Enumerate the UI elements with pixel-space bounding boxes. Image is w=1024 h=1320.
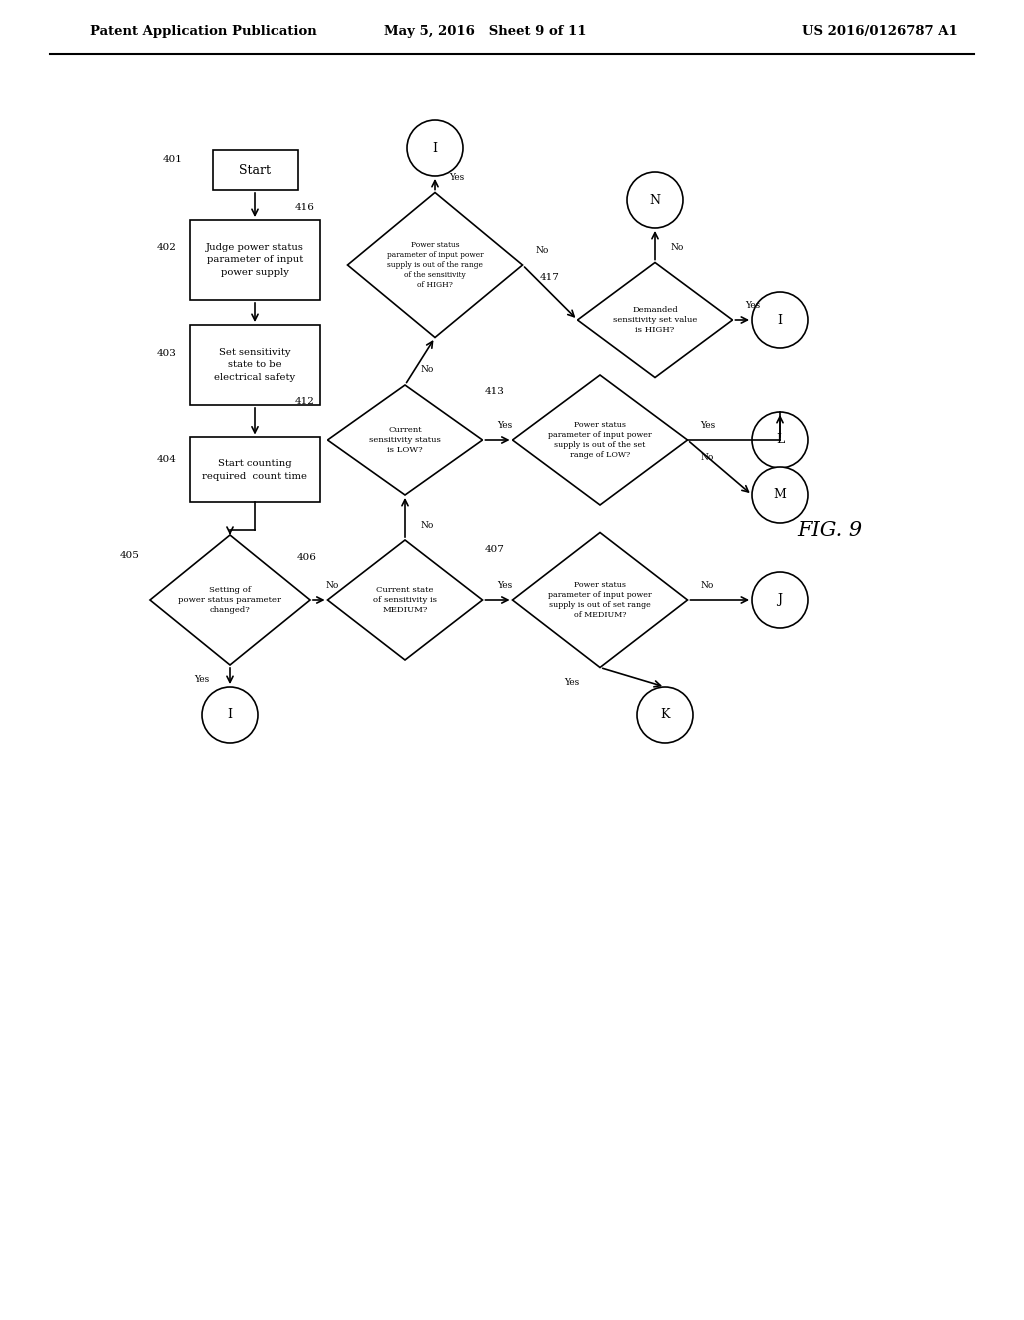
Text: Yes: Yes	[744, 301, 760, 310]
Text: Start counting
required  count time: Start counting required count time	[203, 459, 307, 480]
Text: Power status
parameter of input power
supply is out of set range
of MEDIUM?: Power status parameter of input power su…	[548, 581, 652, 619]
Text: Current state
of sensitivity is
MEDIUM?: Current state of sensitivity is MEDIUM?	[373, 586, 437, 614]
Text: 406: 406	[297, 553, 317, 562]
Polygon shape	[347, 193, 522, 338]
Polygon shape	[512, 375, 687, 506]
Text: No: No	[326, 582, 339, 590]
Text: Set sensitivity
state to be
electrical safety: Set sensitivity state to be electrical s…	[214, 348, 296, 381]
Text: No: No	[536, 247, 549, 256]
Text: I: I	[777, 314, 782, 326]
Polygon shape	[328, 385, 482, 495]
Text: Setting of
power status parameter
changed?: Setting of power status parameter change…	[178, 586, 282, 614]
Text: Start: Start	[239, 164, 271, 177]
Text: 402: 402	[157, 243, 177, 252]
Text: Yes: Yes	[195, 676, 210, 685]
Circle shape	[407, 120, 463, 176]
Text: I: I	[227, 709, 232, 722]
Text: No: No	[700, 582, 714, 590]
Circle shape	[752, 292, 808, 348]
Circle shape	[752, 572, 808, 628]
Text: 416: 416	[295, 202, 315, 211]
Text: Yes: Yes	[497, 421, 512, 430]
Bar	[190, 437, 319, 503]
Circle shape	[637, 686, 693, 743]
Text: No: No	[700, 454, 714, 462]
Text: Power status
parameter of input power
supply is out of the set
range of LOW?: Power status parameter of input power su…	[548, 421, 652, 459]
Text: Judge power status
parameter of input
power supply: Judge power status parameter of input po…	[206, 243, 304, 277]
Text: Yes: Yes	[450, 173, 465, 182]
Text: 407: 407	[485, 545, 505, 554]
Text: K: K	[660, 709, 670, 722]
Bar	[213, 150, 298, 190]
Text: 413: 413	[485, 388, 505, 396]
Text: N: N	[649, 194, 660, 206]
Text: 403: 403	[157, 348, 177, 358]
Text: 405: 405	[120, 550, 140, 560]
Text: 417: 417	[540, 273, 560, 282]
Text: Current
sensitivity status
is LOW?: Current sensitivity status is LOW?	[369, 426, 441, 454]
Circle shape	[752, 467, 808, 523]
Text: No: No	[671, 243, 684, 252]
Text: I: I	[432, 141, 437, 154]
Text: 404: 404	[157, 455, 177, 465]
Text: US 2016/0126787 A1: US 2016/0126787 A1	[802, 25, 957, 38]
Text: M: M	[773, 488, 786, 502]
Circle shape	[202, 686, 258, 743]
Polygon shape	[578, 263, 732, 378]
Bar	[190, 220, 319, 300]
Text: Power status
parameter of input power
supply is out of the range
of the sensitiv: Power status parameter of input power su…	[387, 240, 483, 289]
Text: 401: 401	[163, 156, 183, 165]
Text: L: L	[776, 433, 784, 446]
Text: No: No	[420, 366, 434, 375]
Text: Demanded
sensitivity set value
is HIGH?: Demanded sensitivity set value is HIGH?	[612, 306, 697, 334]
Polygon shape	[150, 535, 310, 665]
Polygon shape	[512, 532, 687, 668]
Circle shape	[627, 172, 683, 228]
Text: 412: 412	[295, 397, 315, 407]
Bar	[190, 325, 319, 405]
Text: J: J	[777, 594, 782, 606]
Text: Yes: Yes	[699, 421, 715, 430]
Text: Yes: Yes	[497, 582, 512, 590]
Text: Yes: Yes	[564, 678, 580, 686]
Circle shape	[752, 412, 808, 469]
Text: FIG. 9: FIG. 9	[798, 520, 862, 540]
Text: May 5, 2016   Sheet 9 of 11: May 5, 2016 Sheet 9 of 11	[384, 25, 587, 38]
Text: Patent Application Publication: Patent Application Publication	[90, 25, 316, 38]
Text: No: No	[420, 520, 434, 529]
Polygon shape	[328, 540, 482, 660]
